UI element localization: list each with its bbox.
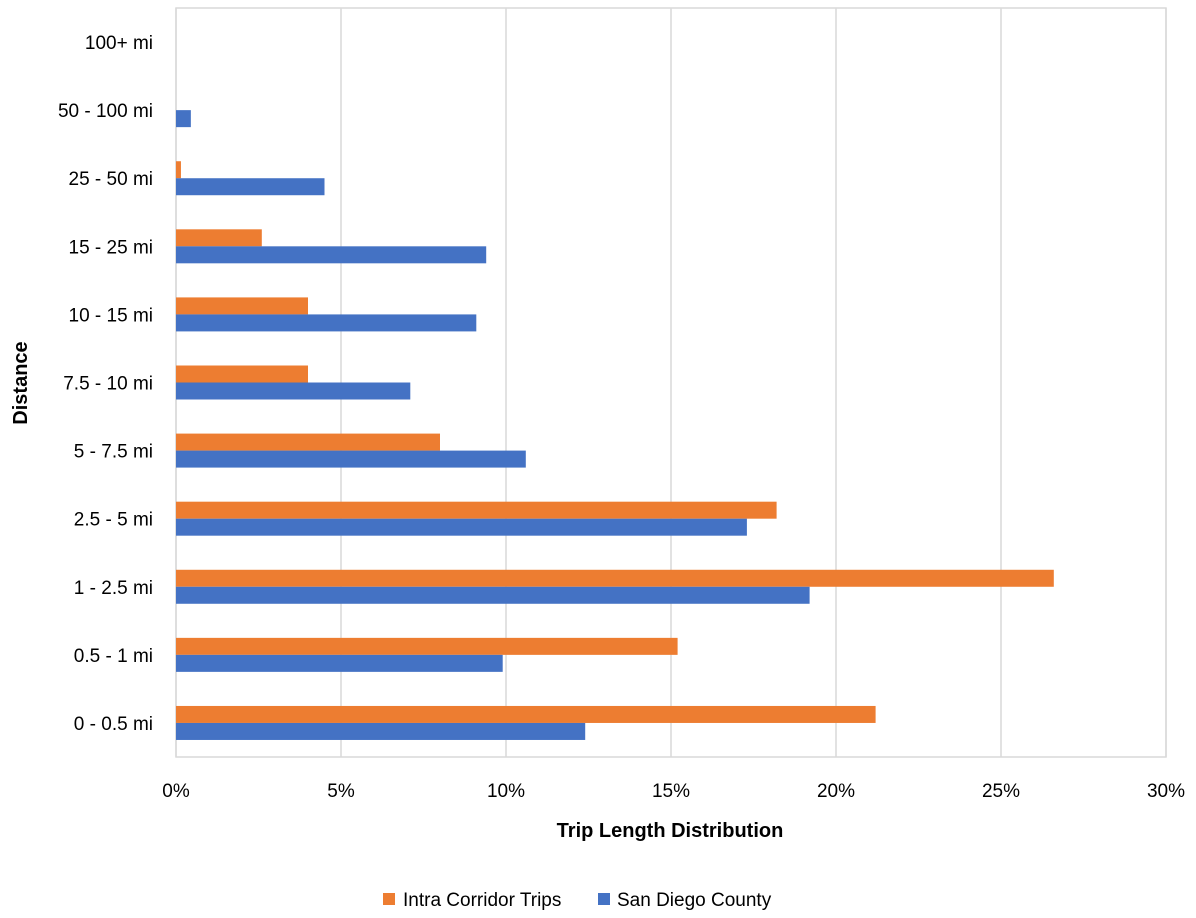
legend-swatch — [383, 893, 395, 905]
y-axis-ticks: 0 - 0.5 mi 0.5 - 1 mi 1 - 2.5 mi 2.5 - 5 mi… — [58, 33, 153, 735]
bar-san-diego-county — [176, 654, 503, 672]
grid-lines — [175, 7, 1167, 758]
y-tick-label: 100+ mi — [85, 33, 153, 54]
bar-intra-corridor-trips — [176, 705, 876, 723]
bar-intra-corridor-trips — [176, 501, 777, 519]
bar-san-diego-county — [176, 314, 477, 332]
y-tick-label: 0.5 - 1 mi — [74, 646, 153, 667]
y-tick-label: 15 - 25 mi — [69, 237, 153, 258]
x-tick-label: 0% — [162, 781, 190, 802]
bar-san-diego-county — [176, 518, 747, 536]
bars — [176, 110, 1054, 740]
y-tick-label: 5 - 7.5 mi — [74, 442, 153, 463]
x-tick-label: 25% — [982, 781, 1020, 802]
x-axis-ticks: 0% 5% 10% 15% 20% 25% 30% — [162, 781, 1185, 802]
legend-label: Intra Corridor Trips — [403, 890, 561, 911]
y-tick-label: 25 - 50 mi — [69, 169, 153, 190]
bar-intra-corridor-trips — [176, 229, 262, 247]
bar-intra-corridor-trips — [176, 637, 678, 655]
y-tick-label: 50 - 100 mi — [58, 101, 153, 122]
y-tick-label: 1 - 2.5 mi — [74, 578, 153, 599]
bar-san-diego-county — [176, 178, 325, 196]
x-tick-label: 15% — [652, 781, 690, 802]
bar-intra-corridor-trips — [176, 297, 308, 315]
bar-san-diego-county — [176, 246, 487, 264]
bar-intra-corridor-trips — [176, 433, 440, 451]
bar-intra-corridor-trips — [176, 161, 181, 179]
bar-intra-corridor-trips — [176, 365, 308, 383]
bar-san-diego-county — [176, 382, 411, 400]
legend: Intra Corridor Trips San Diego County — [383, 890, 772, 911]
y-tick-label: 2.5 - 5 mi — [74, 510, 153, 531]
y-tick-label: 7.5 - 10 mi — [63, 374, 153, 395]
bar-san-diego-county — [176, 722, 586, 740]
x-tick-label: 30% — [1147, 781, 1185, 802]
y-tick-label: 10 - 15 mi — [69, 305, 153, 326]
legend-label: San Diego County — [617, 890, 772, 911]
x-tick-label: 5% — [327, 781, 355, 802]
y-axis-title: Distance — [10, 341, 32, 424]
x-tick-label: 10% — [487, 781, 525, 802]
y-tick-label: 0 - 0.5 mi — [74, 714, 153, 735]
bar-intra-corridor-trips — [176, 569, 1054, 587]
bar-san-diego-county — [176, 586, 810, 604]
x-tick-label: 20% — [817, 781, 855, 802]
bar-san-diego-county — [176, 450, 526, 468]
bar-san-diego-county — [176, 110, 191, 128]
x-axis-title: Trip Length Distribution — [557, 820, 784, 842]
legend-swatch — [598, 893, 610, 905]
